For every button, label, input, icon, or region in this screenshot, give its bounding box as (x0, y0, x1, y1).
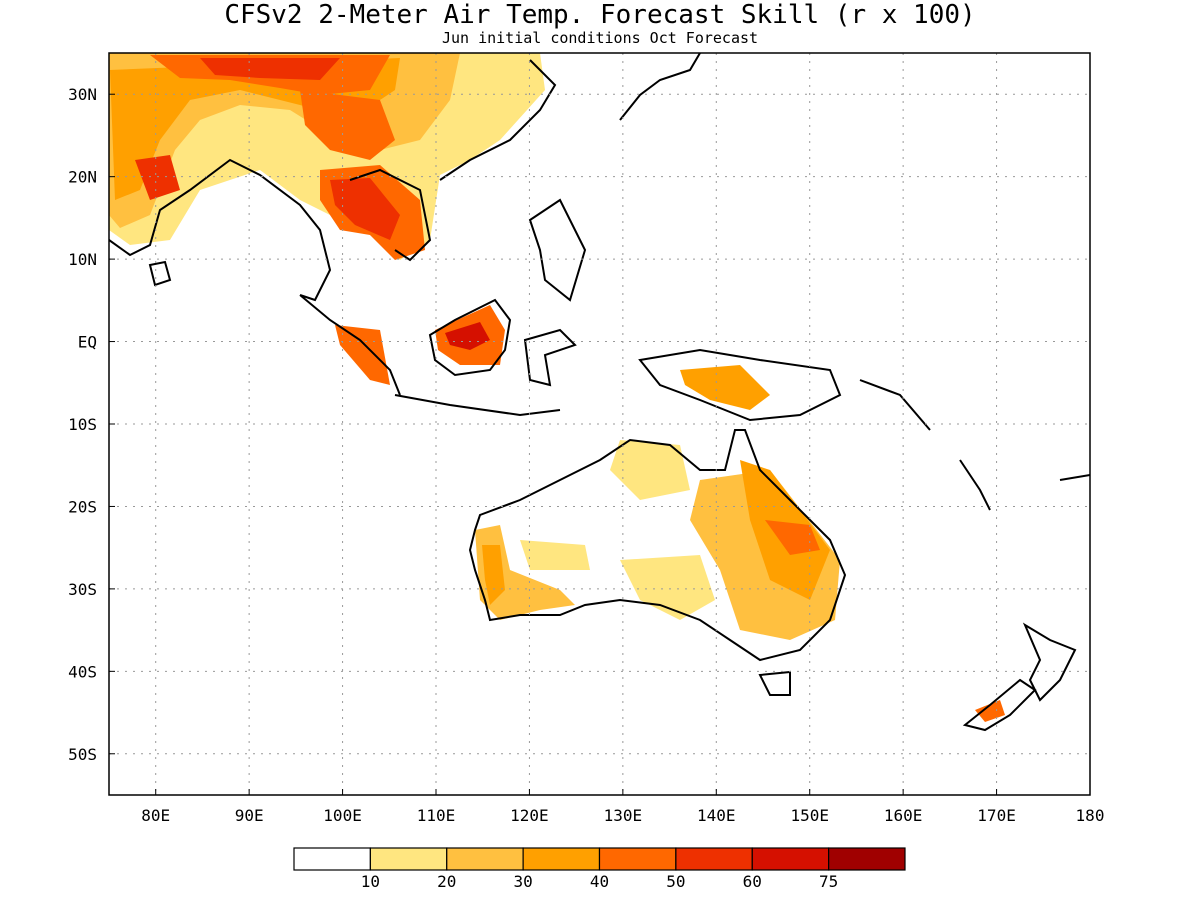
lon-tick-label: 120E (510, 806, 549, 825)
legend-label: 60 (743, 872, 762, 891)
lon-tick-label: 80E (141, 806, 170, 825)
coast-srilanka (148, 260, 172, 287)
lat-tick-label: 20N (68, 168, 97, 187)
lat-tick-label: 30N (68, 85, 97, 104)
legend-swatch (751, 847, 830, 871)
coast-philippines (528, 198, 587, 302)
coast-borneo (428, 298, 512, 377)
legend-label: 20 (437, 872, 456, 891)
coast-japan (619, 53, 701, 121)
lon-tick-label: 90E (235, 806, 264, 825)
shade-china-orange (300, 90, 395, 160)
shade-aus-west-orange (482, 545, 505, 605)
coast-nz-south (962, 678, 1037, 732)
lat-tick-label: 10N (68, 250, 97, 269)
coastlines (109, 53, 1090, 732)
legend-swatch (675, 847, 753, 871)
lon-tick-label: 140E (697, 806, 736, 825)
shade-borneo-red (445, 322, 490, 350)
legend-swatch (828, 847, 906, 871)
coast-sulawesi (523, 328, 577, 387)
legend-swatch (293, 847, 371, 871)
lat-tick-label: 50S (68, 745, 97, 764)
legend-label: 10 (361, 872, 380, 891)
coast-pacific-islands (859, 379, 1090, 511)
lon-tick-label: 130E (604, 806, 643, 825)
shade-tibet-red (200, 58, 340, 80)
legend-swatch (446, 847, 524, 871)
map-subtitle: Jun initial conditions Oct Forecast (441, 29, 759, 47)
shade-aus-east-red (765, 520, 820, 555)
lon-tick-label: 100E (323, 806, 362, 825)
coast-java (394, 394, 561, 417)
coast-australia (468, 429, 847, 662)
legend-swatch (369, 847, 448, 871)
shade-indochina-red (330, 178, 400, 240)
shade-india-red (135, 155, 180, 200)
legend-swatch (522, 847, 601, 871)
lat-tick-label: EQ (78, 333, 97, 352)
color-legend: 10 20 30 40 50 60 75 (293, 847, 906, 891)
lon-tick-label: 150E (790, 806, 829, 825)
shade-nz (975, 700, 1005, 722)
lat-tick-label: 10S (68, 415, 97, 434)
map-title: CFSv2 2-Meter Air Temp. Forecast Skill (… (224, 0, 976, 30)
legend-label: 75 (819, 872, 838, 891)
coast-tasmania (758, 670, 791, 696)
lon-tick-label: 110E (417, 806, 456, 825)
shade-newguinea (680, 365, 770, 410)
lat-tick-label: 30S (68, 580, 97, 599)
shade-aus-inner (620, 555, 715, 620)
shade-aus-north (610, 440, 690, 500)
axis-ticks: 80E 90E 100E 110E 120E 130E 140E 150E 160E 170E 18… (68, 85, 1104, 825)
lon-tick-label: 170E (977, 806, 1016, 825)
lat-tick-label: 40S (68, 662, 97, 681)
legend-swatch (598, 847, 677, 871)
legend-label: 50 (666, 872, 685, 891)
skill-shading (109, 53, 1005, 722)
lon-tick-label: 160E (884, 806, 923, 825)
coast-nz-north (1022, 622, 1077, 702)
legend-label: 30 (513, 872, 532, 891)
shade-aus-central (520, 540, 590, 570)
shade-sumatra (335, 325, 390, 385)
coast-newguinea (638, 348, 842, 422)
legend-label: 40 (590, 872, 609, 891)
lon-tick-label: 180 (1076, 806, 1105, 825)
lat-tick-label: 20S (68, 497, 97, 516)
coast-asia (109, 59, 557, 396)
grid-lines (109, 53, 1091, 795)
